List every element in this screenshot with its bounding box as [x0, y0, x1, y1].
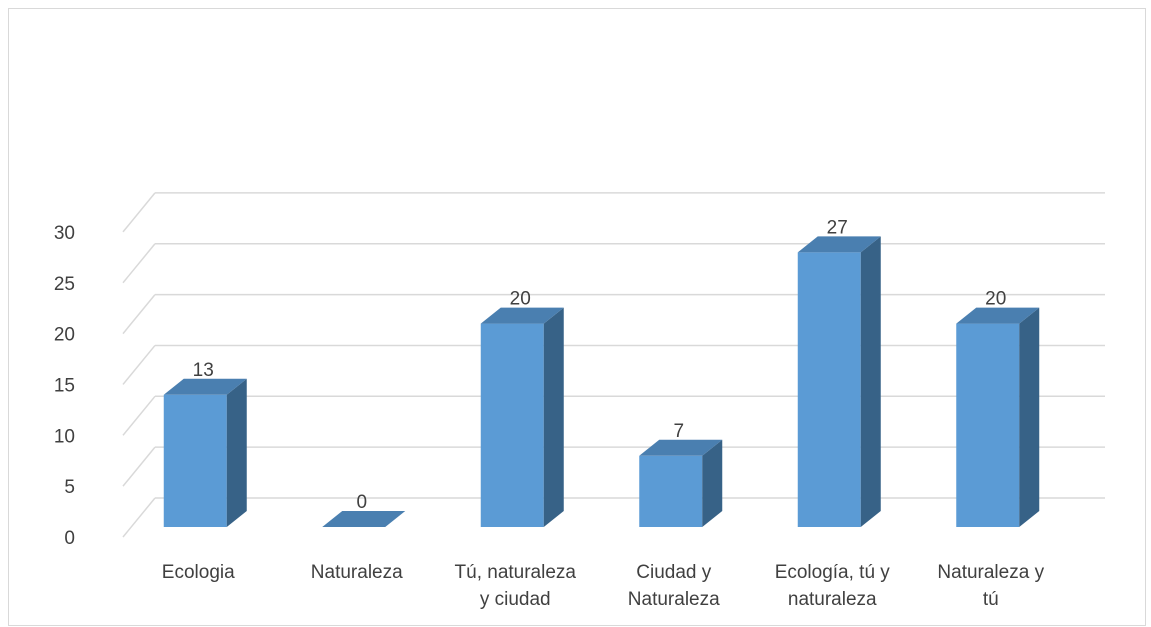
x-category-label: Naturaleza: [628, 589, 720, 610]
data-label: 27: [827, 217, 848, 238]
bar-side-face: [543, 307, 564, 527]
x-category-label: Ecología, tú y: [775, 562, 891, 583]
x-category-label: Tú, naturaleza: [455, 562, 577, 583]
gridline-5: [122, 446, 1105, 487]
bar-top-face: [797, 236, 881, 253]
x-category-label: Ecologia: [162, 562, 235, 583]
bar-2: [322, 511, 406, 527]
gridline-10: [122, 395, 1105, 436]
bar-top-face: [956, 307, 1040, 324]
gridline-25: [122, 243, 1105, 284]
x-category-label: y ciudad: [480, 589, 551, 610]
y-tick-label: 30: [54, 223, 75, 244]
data-labels: 13 0 20 7 27 20: [193, 217, 1007, 513]
data-label: 20: [985, 289, 1006, 310]
y-axis: 0 5 10 15 20 25 30: [54, 223, 75, 549]
bar-5: [797, 236, 881, 527]
data-label: 20: [510, 289, 531, 310]
bar-top-face: [639, 439, 723, 456]
bar-front-face: [639, 455, 703, 527]
x-category-label: Naturaleza y: [937, 562, 1044, 583]
gridline-0: [122, 497, 1105, 538]
bar-front-face: [956, 323, 1020, 527]
x-category-label: naturaleza: [788, 589, 877, 610]
x-axis: Ecologia Naturaleza Tú, naturaleza y ciudad…: [162, 562, 1045, 610]
bars: [163, 236, 1040, 527]
bar-side-face: [1019, 307, 1040, 527]
bar-front-face: [797, 252, 861, 527]
bar-1: [163, 378, 247, 527]
bar-top-face: [163, 378, 247, 395]
y-tick-label: 15: [54, 375, 75, 396]
bar-6: [956, 307, 1040, 527]
x-category-label: tú: [983, 589, 999, 610]
data-label: 7: [673, 421, 684, 442]
data-label: 13: [193, 360, 214, 381]
bar-top-face: [480, 307, 564, 324]
y-tick-label: 10: [54, 426, 75, 447]
bar-4: [639, 439, 723, 527]
y-tick-label: 0: [64, 528, 75, 549]
bar-side-face: [226, 378, 247, 527]
data-label: 0: [356, 492, 367, 513]
bar-side-face: [702, 439, 723, 527]
y-tick-label: 20: [54, 325, 75, 346]
gridline-15: [122, 344, 1105, 385]
y-tick-label: 25: [54, 274, 75, 295]
bar-front-face: [480, 323, 544, 527]
y-tick-label: 5: [64, 477, 75, 498]
bar-3: [480, 307, 564, 527]
bar-top-face: [322, 511, 406, 527]
gridlines: [122, 192, 1105, 538]
bar-front-face: [163, 394, 227, 527]
gridline-20: [122, 293, 1105, 335]
x-category-label: Naturaleza: [311, 562, 403, 583]
gridline-30: [122, 192, 1105, 233]
bar-side-face: [860, 236, 881, 527]
x-category-label: Ciudad y: [636, 562, 711, 583]
